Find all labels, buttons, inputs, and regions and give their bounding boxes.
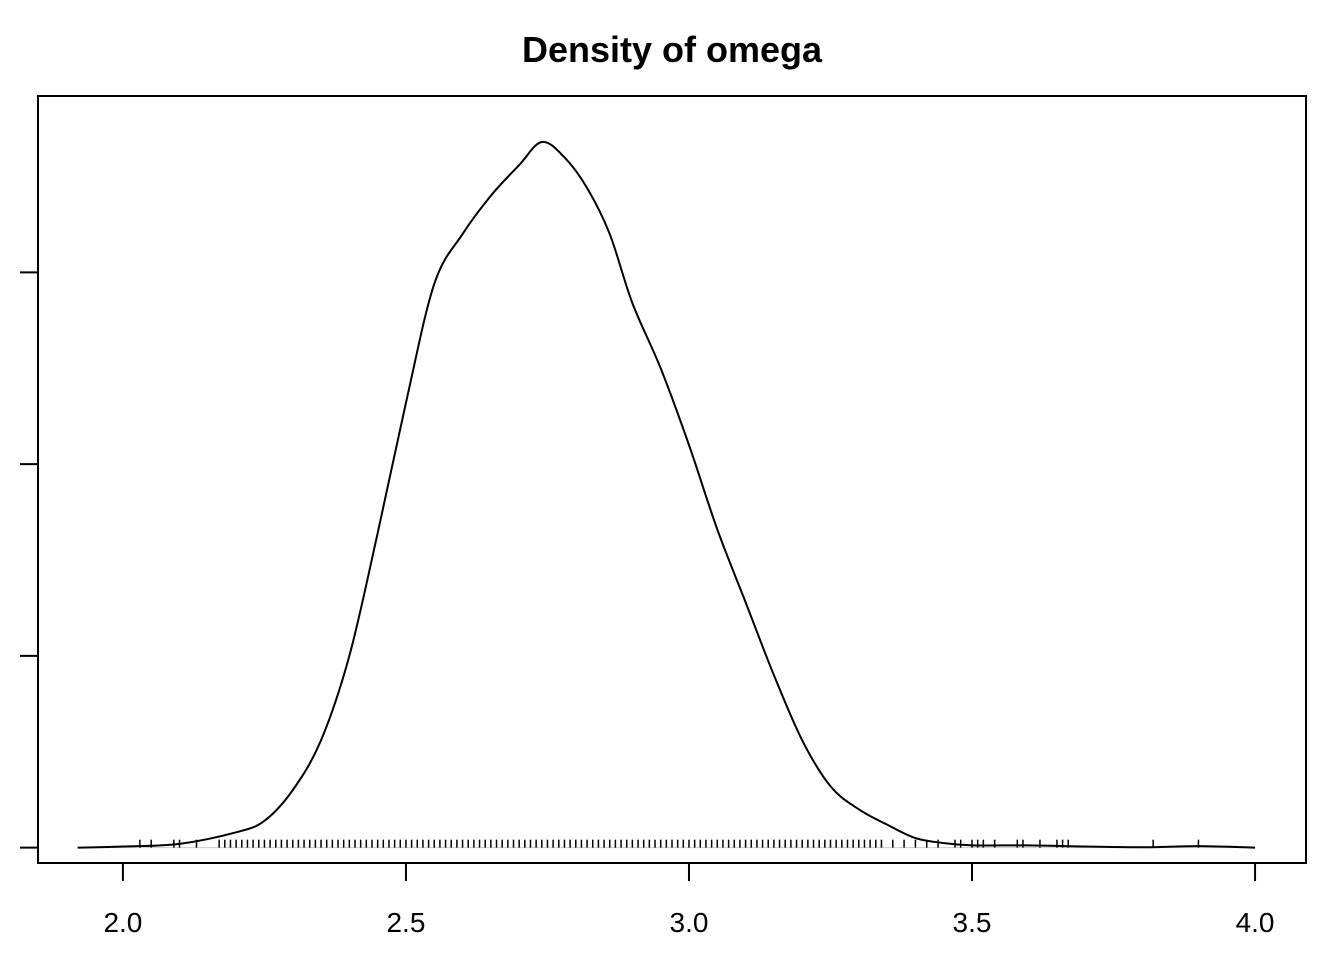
x-tick-label-3: 3.5 — [953, 907, 992, 938]
x-tick-label-1: 2.5 — [386, 907, 425, 938]
density-curve-group — [77, 140, 1256, 849]
rug-marks — [139, 839, 1200, 848]
density-curve — [77, 140, 1256, 849]
x-tick-label-0: 2.0 — [103, 907, 142, 938]
x-tick-label-2: 3.0 — [670, 907, 709, 938]
x-axis: 2.0 2.5 3.0 3.5 4.0 — [103, 863, 1275, 938]
plot-frame — [37, 95, 1307, 864]
x-tick-label-4: 4.0 — [1236, 907, 1275, 938]
chart-title: Density of omega — [522, 29, 823, 70]
y-axis — [20, 271, 38, 849]
